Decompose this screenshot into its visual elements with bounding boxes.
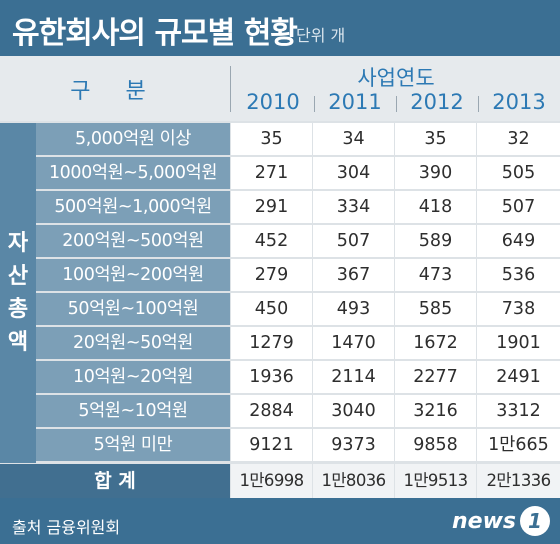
side-label-char: 액 [7, 330, 29, 355]
table-cell: 390 [395, 157, 476, 189]
table-row: 5억원 미만 9121 9373 9858 1만665 [36, 429, 560, 461]
side-label-char: 산 [7, 264, 29, 289]
header-year-separator [314, 96, 315, 112]
side-label-char: 자 [7, 231, 29, 256]
table-cell: 334 [313, 191, 394, 223]
table-cell: 9121 [231, 429, 312, 461]
table-header: 구 분 사업연도 2010 2011 2012 2013 [0, 56, 560, 121]
table-cell: 35 [395, 123, 476, 155]
total-cell: 1만9513 [395, 464, 476, 498]
table-cell: 1936 [231, 361, 312, 393]
table-cell: 9373 [313, 429, 394, 461]
table-cell: 1470 [313, 327, 394, 359]
table-cell: 585 [395, 293, 476, 325]
header-group: 사업연도 [357, 66, 435, 90]
header-year-2012: 2012 [410, 90, 464, 114]
table-cell: 536 [477, 259, 560, 291]
table-cell: 271 [231, 157, 312, 189]
table-cell: 2491 [477, 361, 560, 393]
data-table: 구 분 사업연도 2010 2011 2012 2013 자 산 총 액 5,0… [0, 56, 560, 498]
title-bar: 유한회사의 규모별 현황 단위 개 [0, 0, 560, 56]
table-cell: 493 [313, 293, 394, 325]
table-cell: 35 [231, 123, 312, 155]
table-cell: 9858 [395, 429, 476, 461]
table-cell: 2884 [231, 395, 312, 427]
row-label: 50억원~100억원 [36, 293, 230, 325]
table-cell: 450 [231, 293, 312, 325]
header-year-2010: 2010 [246, 90, 300, 114]
row-label: 500억원~1,000억원 [36, 191, 230, 223]
table-cell: 473 [395, 259, 476, 291]
table-cell: 2114 [313, 361, 394, 393]
table-cell: 367 [313, 259, 394, 291]
total-label: 합 계 [0, 464, 230, 498]
row-label: 5,000억원 이상 [36, 123, 230, 155]
table-row: 5억원~10억원 2884 3040 3216 3312 [36, 395, 560, 427]
table-cell: 3312 [477, 395, 560, 427]
table-cell: 304 [313, 157, 394, 189]
row-label: 5억원~10억원 [36, 395, 230, 427]
table-cell: 505 [477, 157, 560, 189]
total-cell: 1만6998 [231, 464, 312, 498]
header-year-separator [396, 96, 397, 112]
table-cell: 507 [313, 225, 394, 257]
table-cell: 291 [231, 191, 312, 223]
table-row: 20억원~50억원 1279 1470 1672 1901 [36, 327, 560, 359]
table-cell: 34 [313, 123, 394, 155]
logo-badge: 1 [520, 506, 551, 536]
page-title: 유한회사의 규모별 현황 [12, 16, 298, 51]
side-label-char: 총 [7, 297, 29, 322]
header-year-2013: 2013 [492, 90, 546, 114]
table-row: 50억원~100억원 450 493 585 738 [36, 293, 560, 325]
total-cell: 2만1336 [477, 464, 560, 498]
total-row: 합 계 1만6998 1만8036 1만9513 2만1336 [0, 464, 560, 498]
table-cell: 3040 [313, 395, 394, 427]
table-cell: 1279 [231, 327, 312, 359]
header-category: 구 분 [70, 78, 160, 104]
table-cell: 738 [477, 293, 560, 325]
table-cell: 32 [477, 123, 560, 155]
table-row: 500억원~1,000억원 291 334 418 507 [36, 191, 560, 223]
table-row: 10억원~20억원 1936 2114 2277 2491 [36, 361, 560, 393]
row-label: 5억원 미만 [36, 429, 230, 461]
total-cell: 1만8036 [313, 464, 394, 498]
table-cell: 2277 [395, 361, 476, 393]
header-divider [230, 66, 231, 112]
table-cell: 1만665 [477, 429, 560, 461]
table-cell: 3216 [395, 395, 476, 427]
logo-text: news [452, 508, 517, 534]
row-label: 200억원~500억원 [36, 225, 230, 257]
table-row: 100억원~200억원 279 367 473 536 [36, 259, 560, 291]
table-cell: 418 [395, 191, 476, 223]
row-label: 1000억원~5,000억원 [36, 157, 230, 189]
row-label: 10억원~20억원 [36, 361, 230, 393]
table-cell: 507 [477, 191, 560, 223]
table-cell: 589 [395, 225, 476, 257]
table-cell: 649 [477, 225, 560, 257]
header-year-separator [478, 96, 479, 112]
row-label: 100억원~200억원 [36, 259, 230, 291]
table-cell: 1672 [395, 327, 476, 359]
table-row: 1000억원~5,000억원 271 304 390 505 [36, 157, 560, 189]
source-note: 출처 금융위원회 [12, 518, 121, 537]
table-cell: 452 [231, 225, 312, 257]
unit-label: 단위 개 [296, 26, 346, 45]
table-row: 200억원~500억원 452 507 589 649 [36, 225, 560, 257]
row-label: 20억원~50억원 [36, 327, 230, 359]
header-year-2011: 2011 [328, 90, 382, 114]
table-cell: 279 [231, 259, 312, 291]
table-row: 5,000억원 이상 35 34 35 32 [36, 123, 560, 155]
side-label-total-assets: 자 산 총 액 [0, 123, 36, 463]
news1-logo: news 1 [452, 506, 551, 536]
table-cell: 1901 [477, 327, 560, 359]
